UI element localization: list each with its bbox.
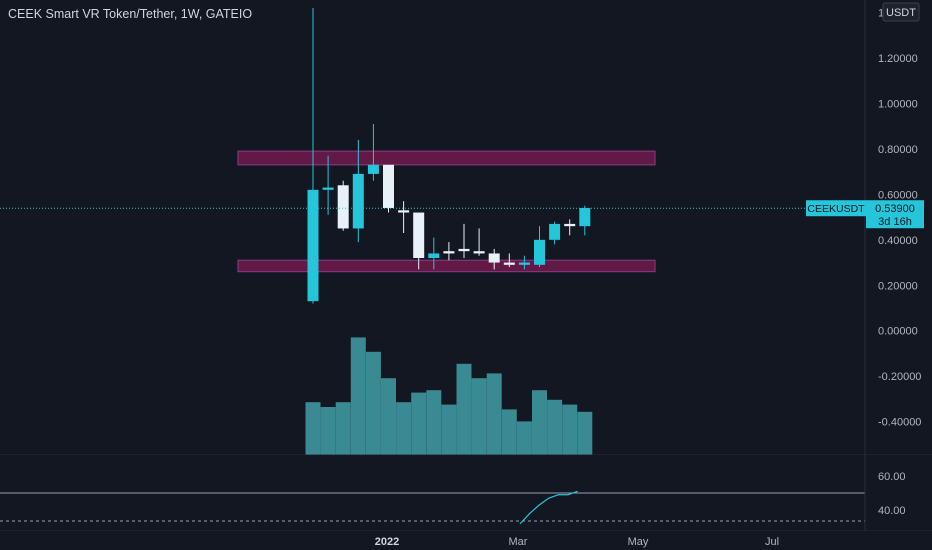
price-candles[interactable] xyxy=(307,8,591,304)
candle[interactable] xyxy=(398,201,410,233)
volume-bar xyxy=(411,392,427,455)
price-tick-label: 1.00000 xyxy=(878,98,918,110)
candle-body xyxy=(503,262,515,265)
support-resistance-zones[interactable] xyxy=(237,150,656,273)
chart-title: CEEK Smart VR Token/Tether, 1W, GATEIO xyxy=(8,7,252,21)
symbol-tag: CEEKUSDT xyxy=(807,203,865,215)
candle-body xyxy=(383,164,394,208)
candle[interactable] xyxy=(549,221,561,245)
currency-label: USDT xyxy=(886,7,916,19)
candle-body xyxy=(549,223,561,240)
indicator-tick-label: 60.00 xyxy=(878,471,906,483)
candle-body xyxy=(443,251,455,254)
price-tag-countdown: 3d 16h xyxy=(878,216,912,228)
candle[interactable] xyxy=(367,123,379,181)
candle-body xyxy=(307,189,319,302)
price-tick-label: 1.20000 xyxy=(878,53,918,65)
zone-rect[interactable] xyxy=(237,150,656,166)
time-label-2022: 2022 xyxy=(375,536,399,548)
volume-bar xyxy=(365,351,381,455)
candle-body xyxy=(398,210,410,213)
volume-bar xyxy=(516,421,532,455)
volume-bar xyxy=(426,390,442,455)
indicator-tick-label: 40.00 xyxy=(878,505,906,517)
candle-body xyxy=(534,239,545,265)
volume-bar xyxy=(456,363,472,455)
candle-body xyxy=(564,223,576,227)
currency-badge[interactable] xyxy=(882,2,920,22)
candle-body xyxy=(458,248,470,252)
candle[interactable] xyxy=(579,205,591,236)
current-price-tag[interactable]: CEEKUSDT 0.53900 3d 16h xyxy=(806,200,924,229)
volume-bar xyxy=(577,411,593,455)
candle-body xyxy=(473,251,485,254)
candle[interactable] xyxy=(322,155,334,215)
indicator-axis[interactable]: 60.00 40.00 xyxy=(878,471,906,517)
price-tick-label: 0.40000 xyxy=(878,235,918,247)
candle[interactable] xyxy=(428,237,440,270)
volume-bar xyxy=(335,402,351,455)
time-axis[interactable] xyxy=(0,531,932,550)
price-tick-label: -0.20000 xyxy=(878,371,921,383)
volume-bar xyxy=(471,378,487,455)
candle[interactable] xyxy=(534,226,545,268)
candle-body xyxy=(518,262,530,265)
candle[interactable] xyxy=(307,8,319,304)
volume-bar xyxy=(547,399,563,455)
volume-bar xyxy=(486,373,502,455)
indicator-line xyxy=(519,490,578,525)
candle-body xyxy=(322,187,334,190)
volume-bar xyxy=(396,402,412,455)
price-tag-value: 0.53900 xyxy=(875,203,915,215)
candle[interactable] xyxy=(413,212,425,270)
volume-bar xyxy=(441,404,457,455)
candle[interactable] xyxy=(473,228,485,256)
candle-body xyxy=(488,253,500,263)
price-tick-label: 0.00000 xyxy=(878,326,918,338)
candle[interactable] xyxy=(458,223,470,258)
candle[interactable] xyxy=(503,253,515,268)
symbol-tag-bg xyxy=(806,200,866,217)
candle[interactable] xyxy=(383,164,394,213)
price-tick-label: 0.20000 xyxy=(878,280,918,292)
candle[interactable] xyxy=(352,139,364,243)
volume-bar xyxy=(381,378,396,455)
candle-body xyxy=(413,212,425,258)
volume-bars xyxy=(305,337,593,455)
zone-rect[interactable] xyxy=(237,259,656,273)
candle-body xyxy=(579,208,591,227)
volume-bar xyxy=(532,390,547,455)
time-label-may: May xyxy=(628,536,649,548)
volume-bar xyxy=(305,402,321,455)
candle[interactable] xyxy=(518,255,530,270)
time-label-jul: Jul xyxy=(765,536,779,548)
volume-bar xyxy=(501,409,517,455)
price-tick-label: 0.80000 xyxy=(878,144,918,156)
candle[interactable] xyxy=(564,219,576,236)
candle-body xyxy=(428,253,440,258)
volume-bar xyxy=(562,404,578,455)
price-tag-bg xyxy=(866,200,924,229)
candle-body xyxy=(367,164,379,174)
candle[interactable] xyxy=(443,242,455,261)
candle-body xyxy=(337,185,349,229)
candle[interactable] xyxy=(488,248,500,270)
candle-body xyxy=(352,173,364,229)
candle[interactable] xyxy=(337,180,349,231)
volume-bar xyxy=(350,337,366,455)
volume-bar xyxy=(320,407,336,455)
price-tick-label: 0.60000 xyxy=(878,189,918,201)
time-label-mar: Mar xyxy=(509,536,528,548)
price-tick-label: -0.40000 xyxy=(878,417,921,429)
